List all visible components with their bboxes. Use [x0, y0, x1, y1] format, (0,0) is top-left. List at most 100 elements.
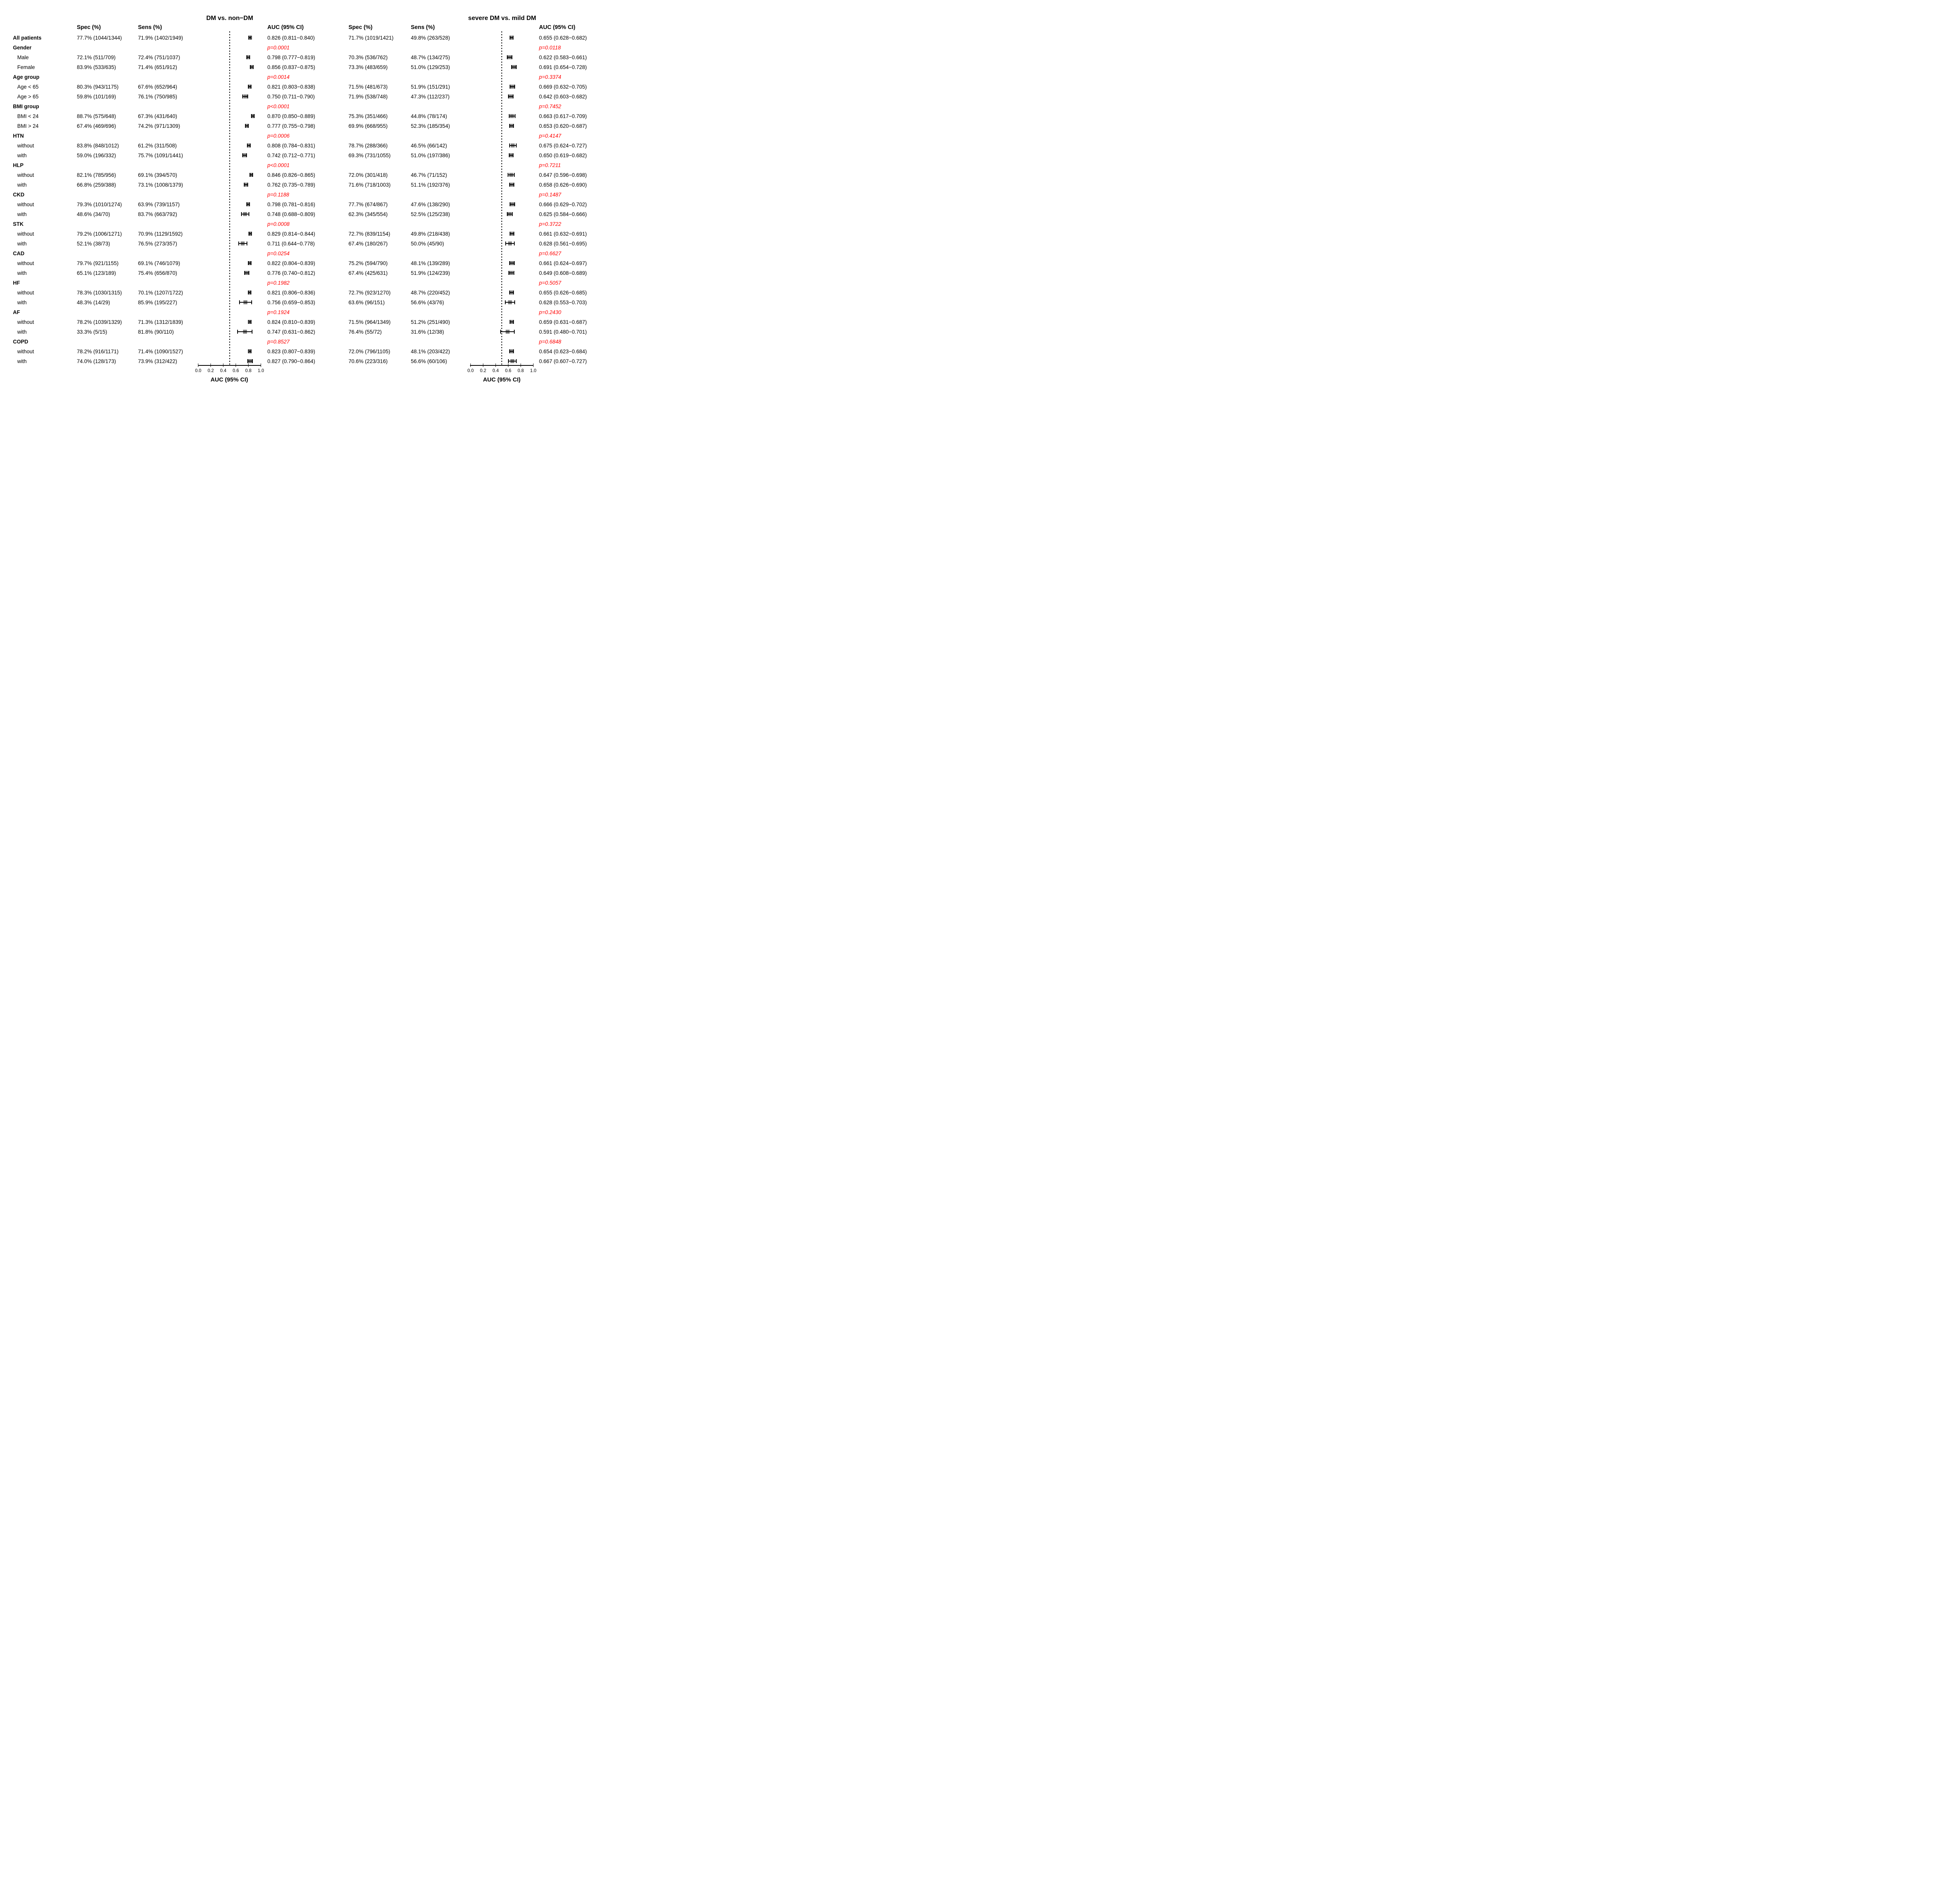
- spec-value: 70.3% (536/762): [348, 54, 388, 60]
- auc-value: 0.711 (0.644−0.778): [267, 240, 315, 247]
- spec-value: 65.1% (123/189): [77, 270, 116, 276]
- row-label: All patients: [13, 35, 42, 41]
- forest-marker-ci-line: [510, 86, 515, 87]
- spec-value: 33.3% (5/15): [77, 329, 107, 335]
- x-axis-tick: [495, 363, 496, 367]
- forest-marker-ci-line: [238, 331, 252, 332]
- forest-marker-ci-cap-low: [508, 94, 509, 98]
- forest-marker-ci-cap-high: [250, 320, 251, 324]
- row-label: Age group: [13, 74, 40, 80]
- reference-line-0.5: [229, 31, 230, 365]
- spec-value: 72.1% (511/709): [77, 54, 116, 60]
- forest-marker-ci-line: [510, 292, 514, 293]
- p-value: p=0.3374: [539, 74, 561, 80]
- spec-value: 73.3% (483/659): [348, 64, 388, 70]
- reference-line-0.5: [501, 31, 503, 365]
- forest-marker-ci-line: [509, 125, 514, 126]
- forest-marker-ci-cap-low: [506, 55, 508, 59]
- sens-value: 69.1% (394/570): [138, 172, 177, 178]
- spec-value: 67.4% (469/696): [77, 123, 116, 129]
- spec-value: 52.1% (38/73): [77, 240, 110, 247]
- sens-value: 47.6% (138/290): [411, 201, 450, 207]
- forest-marker-ci-line: [245, 125, 249, 126]
- row-label: STK: [13, 221, 24, 227]
- forest-marker-ci-line: [247, 361, 252, 362]
- forest-marker-ci-line: [249, 37, 251, 38]
- forest-marker-ci-line: [508, 174, 514, 175]
- auc-value: 0.628 (0.553−0.703): [539, 299, 587, 305]
- auc-value: 0.821 (0.806−0.836): [267, 289, 315, 296]
- spec-value: 69.9% (668/955): [348, 123, 388, 129]
- sens-value: 70.9% (1129/1592): [138, 231, 183, 237]
- row-label: Female: [17, 64, 35, 70]
- forest-marker-ci-line: [250, 174, 252, 175]
- forest-marker-ci-cap-high: [252, 65, 254, 69]
- x-axis-tick-label: 0.6: [505, 369, 512, 373]
- x-axis-tick-label: 0.0: [195, 369, 201, 373]
- forest-marker-ci-line: [506, 243, 514, 244]
- forest-marker-ci-cap-high: [514, 300, 515, 304]
- spec-value: 78.3% (1030/1315): [77, 289, 122, 296]
- forest-marker-ci-cap-high: [249, 202, 250, 206]
- p-value: p=0.1188: [267, 191, 289, 198]
- sens-value: 51.1% (192/376): [411, 182, 450, 188]
- row-label: with: [17, 358, 27, 364]
- sens-value: 67.6% (652/964): [138, 84, 177, 90]
- sens-value: 48.7% (134/275): [411, 54, 450, 60]
- row-label: AF: [13, 309, 20, 315]
- forest-marker-ci-cap-high: [514, 85, 515, 89]
- spec-value: 83.9% (533/635): [77, 64, 116, 70]
- auc-value: 0.653 (0.620−0.687): [539, 123, 587, 129]
- forest-marker-ci-cap-high: [514, 330, 515, 334]
- forest-marker-ci-cap-low: [237, 330, 238, 334]
- forest-marker-ci-cap-low: [251, 114, 252, 118]
- x-axis-tick: [470, 363, 471, 367]
- sens-value: 70.1% (1207/1722): [138, 289, 183, 296]
- spec-value: 76.4% (55/72): [348, 329, 382, 335]
- sens-value: 73.9% (312/422): [138, 358, 177, 364]
- row-label: without: [17, 201, 34, 207]
- forest-marker-ci-cap-high: [515, 65, 517, 69]
- spec-value: 71.5% (964/1349): [348, 319, 391, 325]
- spec-value: 79.2% (1006/1271): [77, 231, 122, 237]
- spec-value: 78.2% (916/1171): [77, 348, 119, 354]
- spec-value: 69.3% (731/1055): [348, 152, 391, 158]
- auc-value: 0.654 (0.623−0.684): [539, 348, 587, 354]
- auc-value: 0.666 (0.629−0.702): [539, 201, 587, 207]
- column-header-sens-left: Sens (%): [138, 24, 162, 31]
- row-label: without: [17, 172, 34, 178]
- forest-marker-ci-line: [249, 292, 251, 293]
- row-label: without: [17, 231, 34, 237]
- auc-value: 0.663 (0.617−0.709): [539, 113, 587, 119]
- p-value: p=0.4147: [539, 133, 561, 139]
- sens-value: 48.1% (139/289): [411, 260, 450, 266]
- spec-value: 78.2% (1039/1329): [77, 319, 122, 325]
- x-axis-tick-label: 0.8: [517, 369, 524, 373]
- forest-marker-ci-line: [508, 361, 516, 362]
- x-axis-tick: [533, 363, 534, 367]
- forest-marker-ci-cap-high: [513, 124, 514, 128]
- row-label: with: [17, 211, 27, 217]
- auc-value: 0.798 (0.781−0.816): [267, 201, 315, 207]
- forest-marker-ci-line: [510, 37, 514, 38]
- auc-value: 0.669 (0.632−0.705): [539, 84, 587, 90]
- forest-marker-ci-line: [247, 204, 250, 205]
- row-label: BMI group: [13, 103, 39, 109]
- p-value: p=0.3722: [539, 221, 561, 227]
- panel-title-left: DM vs. non−DM: [206, 15, 253, 22]
- spec-value: 72.7% (923/1270): [348, 289, 391, 296]
- forest-marker-ci-cap-high: [514, 242, 515, 245]
- auc-value: 0.777 (0.755−0.798): [267, 123, 315, 129]
- row-label: HF: [13, 280, 20, 286]
- auc-value: 0.747 (0.631−0.862): [267, 329, 315, 335]
- forest-marker-ci-cap-high: [512, 212, 513, 216]
- row-label: Male: [17, 54, 29, 60]
- forest-marker-ci-line: [249, 351, 251, 352]
- auc-value: 0.628 (0.561−0.695): [539, 240, 587, 247]
- p-value: p=0.7452: [539, 103, 561, 109]
- x-axis-tick: [198, 363, 199, 367]
- forest-marker-ci-cap-high: [250, 291, 251, 294]
- row-label: CKD: [13, 191, 25, 198]
- forest-marker-ci-cap-low: [238, 242, 239, 245]
- sens-value: 71.4% (1090/1527): [138, 348, 183, 354]
